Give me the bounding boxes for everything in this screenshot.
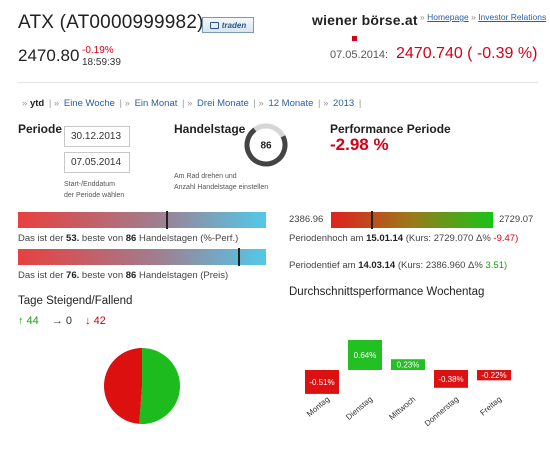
rank-perf-bar: [18, 211, 266, 229]
price-change: -0.19%: [82, 45, 114, 56]
handelstage-wheel[interactable]: 86: [242, 121, 290, 169]
weekday-bar-dienstag: [348, 340, 382, 370]
wienerborse-logo[interactable]: wiener börse.at: [312, 12, 418, 28]
pie-slice-down: [103, 348, 142, 424]
tab-ytd[interactable]: ytd: [29, 98, 45, 109]
weekday-value-label: 0.64%: [354, 351, 377, 360]
period-tabs: » ytd | » Eine Woche | » Ein Monat | » D…: [22, 98, 362, 109]
weekday-bar-freitag: [477, 370, 511, 381]
weekday-category-label: Dienstag: [344, 395, 374, 422]
range-bar: [331, 211, 493, 229]
period-low-text: Periodentief am 14.03.14 (Kurs: 2386.960…: [289, 260, 508, 271]
rank-price-marker: [237, 248, 240, 266]
performance-label: Performance Periode: [330, 122, 451, 136]
weekday-value-label: -0.51%: [309, 378, 334, 387]
investor-relations-link[interactable]: Investor Relations: [478, 12, 547, 22]
handelstage-hint: Am Rad drehen und Anzahl Handelstage ein…: [174, 173, 269, 191]
period-high-text: Periodenhoch am 15.01.14 (Kurs: 2729.070…: [289, 233, 519, 244]
weekday-value-label: -0.22%: [481, 371, 506, 380]
weekday-chart: -0.51% Montag 0.64% Dienstag 0.23% Mittwoch -0…: [289, 318, 539, 444]
performance-value: -2.98 %: [330, 135, 389, 154]
price-time: 18:59:39: [82, 57, 121, 68]
weekday-category-label: Freitag: [478, 395, 503, 418]
weekday-value-label: -0.38%: [438, 375, 463, 384]
quote-value: 2470.740 ( -0.39 %): [396, 45, 538, 62]
rank-price-bar: [18, 248, 266, 266]
weekday-category-label: Montag: [305, 395, 331, 419]
periode-hint: Start-/Enddatum der Periode wählen: [64, 181, 125, 199]
handelstage-value: 86: [260, 141, 272, 152]
range-marker: [370, 211, 373, 229]
handelstage-label: Handelstage: [174, 122, 246, 136]
weekday-category-label: Mittwoch: [387, 395, 417, 422]
weekday-title: Durchschnittsperformance Wochentag: [289, 286, 485, 298]
tab-drei-monate[interactable]: Drei Monate: [197, 98, 249, 109]
logo-dot: [352, 36, 357, 41]
weekday-value-label: 0.23%: [397, 361, 420, 370]
down-count: ↓ 42: [85, 315, 106, 327]
weekday-bar-mittwoch: [391, 359, 425, 370]
tab-2013[interactable]: 2013: [333, 98, 355, 109]
weekday-bar-donnerstag: [434, 370, 468, 388]
homepage-link[interactable]: Homepage: [427, 12, 469, 22]
tab-eine-woche[interactable]: Eine Woche: [63, 98, 115, 109]
page-title: ATX (AT0000999982): [18, 12, 204, 33]
pie-slice-up: [139, 348, 180, 424]
card-icon: [209, 21, 219, 29]
up-count: ↑ 44: [18, 315, 39, 327]
start-date-field[interactable]: 30.12.2013: [64, 126, 130, 147]
trade-button-label: traden: [221, 20, 247, 30]
weekday-bar-montag: [305, 370, 339, 394]
steigend-title: Tage Steigend/Fallend: [18, 295, 133, 307]
range-low-label: 2386.96: [289, 214, 324, 225]
quote-date: 07.05.2014:: [330, 49, 389, 61]
trade-button[interactable]: traden: [202, 17, 254, 33]
weekday-category-label: Donnerstag: [423, 395, 460, 428]
rank-price-text: Das ist der 76. beste von 86 Handelstage…: [18, 270, 229, 281]
header-links: » Homepage » Investor Relations: [420, 12, 547, 22]
tab-12-monate[interactable]: 12 Monate: [268, 98, 314, 109]
divider: [18, 82, 538, 83]
tab-ein-monat[interactable]: Ein Monat: [134, 98, 178, 109]
periode-label: Periode: [18, 122, 63, 136]
last-price: 2470.80: [18, 46, 80, 65]
up-down-pie: [102, 346, 182, 426]
end-date-field[interactable]: 07.05.2014: [64, 152, 130, 173]
steigend-counts: ↑ 44 → 0 ↓ 42: [18, 315, 106, 327]
rank-perf-text: Das ist der 53. beste von 86 Handelstage…: [18, 233, 239, 244]
rank-perf-marker: [165, 211, 168, 229]
flat-count: → 0: [51, 315, 73, 327]
range-high-label: 2729.07: [499, 214, 534, 225]
